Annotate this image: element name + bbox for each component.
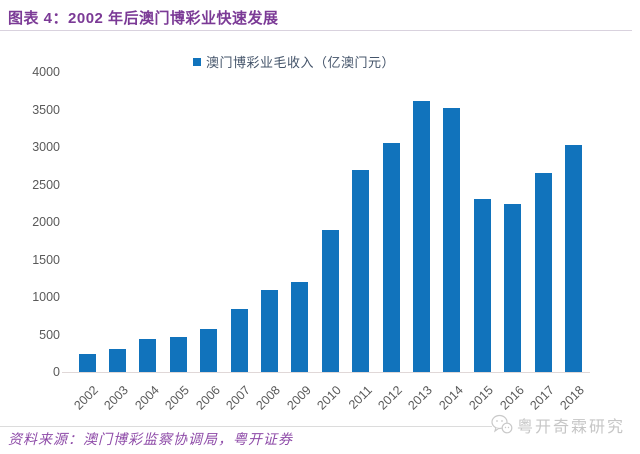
y-axis-tick-label: 3000 xyxy=(32,140,60,154)
y-axis-tick-label: 2000 xyxy=(32,215,60,229)
legend-swatch-icon xyxy=(193,57,201,66)
chart-legend: 澳门博彩业毛收入（亿澳门元） xyxy=(193,52,395,71)
bar-2007 xyxy=(230,309,248,372)
x-axis-line xyxy=(62,372,590,373)
x-axis-tick-label: 2012 xyxy=(375,383,405,413)
bar-2010 xyxy=(321,230,339,372)
legend-label: 澳门博彩业毛收入（亿澳门元） xyxy=(206,55,396,70)
x-axis-tick-label: 2008 xyxy=(253,383,284,413)
x-axis-tick-label: 2011 xyxy=(345,383,375,412)
bar-2004 xyxy=(139,339,157,372)
bar-2014 xyxy=(443,108,461,372)
y-axis-tick-label: 500 xyxy=(39,327,60,342)
y-axis-tick-label: 0 xyxy=(53,365,60,379)
watermark-text: 粤开奇霖研究 xyxy=(517,419,626,436)
x-axis-tick-label: 2009 xyxy=(284,383,314,413)
watermark: 粤开奇霖研究 xyxy=(490,413,625,437)
bar-2017 xyxy=(534,173,552,372)
x-axis-tick-label: 2002 xyxy=(71,383,101,413)
x-axis-tick-label: 2005 xyxy=(162,383,193,413)
bar-2008 xyxy=(260,290,278,372)
bar-2016 xyxy=(504,204,522,372)
y-axis-tick-label: 2500 xyxy=(32,177,60,192)
x-axis-tick-label: 2007 xyxy=(223,383,253,413)
x-axis-tick-label: 2013 xyxy=(405,383,436,413)
page-title: 图表 4：2002 年后澳门博彩业快速发展 xyxy=(8,10,279,27)
x-axis-tick-label: 2010 xyxy=(314,383,345,413)
wechat-icon xyxy=(491,414,513,434)
y-axis-tick-label: 1000 xyxy=(32,290,60,304)
bar-2018 xyxy=(564,145,582,372)
source-note: 资料来源：澳门博彩监察协调局，粤开证券 xyxy=(8,432,293,448)
x-axis-tick-label: 2003 xyxy=(101,383,132,413)
bar-2005 xyxy=(169,337,187,372)
y-axis-tick-label: 1500 xyxy=(32,252,60,267)
x-axis-tick-label: 2004 xyxy=(132,383,162,413)
bar-2011 xyxy=(352,170,370,372)
bar-2013 xyxy=(412,101,430,372)
bar-2009 xyxy=(291,282,309,372)
y-axis-tick-label: 3500 xyxy=(32,102,60,117)
bar-2006 xyxy=(200,329,218,372)
footer-divider xyxy=(0,426,492,427)
title-divider xyxy=(0,30,632,31)
bar-2015 xyxy=(473,199,491,372)
x-axis-tick-label: 2014 xyxy=(436,383,466,413)
bar-2002 xyxy=(78,354,96,372)
bar-2003 xyxy=(108,349,126,372)
y-axis-tick-label: 4000 xyxy=(32,65,60,79)
bar-2012 xyxy=(382,143,400,372)
x-axis-tick-label: 2006 xyxy=(192,383,223,413)
